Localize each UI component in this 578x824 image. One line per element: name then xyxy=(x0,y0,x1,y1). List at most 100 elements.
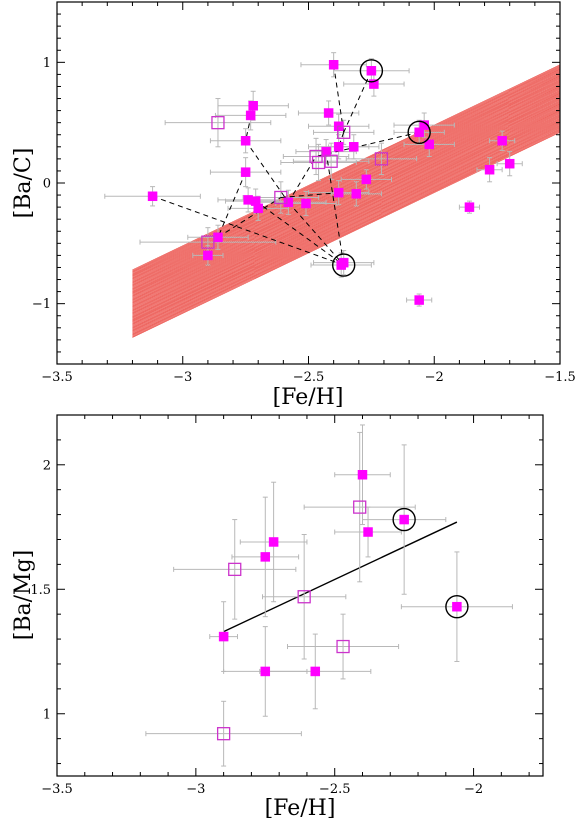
y-tick-label: 1 xyxy=(43,707,51,722)
highlight-circle xyxy=(332,253,356,277)
x-tick-label: −1.5 xyxy=(544,370,576,385)
band-hatch-line xyxy=(132,67,560,274)
data-point-filled xyxy=(336,260,346,270)
panel-ba-c: −3.5 −3 −2.5 −2 −1.5 −1 0 1 [Fe/H] [Ba/C] xyxy=(11,1,576,410)
dashed-connection xyxy=(217,171,247,238)
dashed-connection xyxy=(245,140,289,203)
band-hatch-line xyxy=(132,130,560,336)
data-point-filled xyxy=(301,198,311,209)
dashed-connection xyxy=(333,64,345,133)
band-hatch-line xyxy=(132,117,560,324)
band-hatch-line xyxy=(132,65,560,272)
band-hatch-line xyxy=(132,107,560,314)
plot-area-top xyxy=(104,52,560,338)
data-point-filled xyxy=(419,120,429,130)
band-hatch-line xyxy=(132,111,560,318)
band-hatch-line xyxy=(132,103,560,309)
x-tick-label: −3 xyxy=(173,370,192,385)
band-hatch-line xyxy=(132,116,560,323)
highlight-circle xyxy=(407,120,431,145)
data-point-filled xyxy=(203,250,213,261)
data-point-filled xyxy=(414,127,424,138)
panel-ba-mg: −3.5 −3 −2.5 −2 1 1.5 2 [Fe/H] [Ba/Mg] xyxy=(11,414,544,821)
data-point-filled xyxy=(333,142,344,152)
data-point-filled xyxy=(260,666,271,677)
data-point-filled xyxy=(349,142,359,152)
band-hatch-line xyxy=(132,98,560,304)
band-hatch-line xyxy=(132,96,560,303)
band-hatch-line xyxy=(132,100,560,306)
x-tick-label: −2 xyxy=(464,782,483,797)
band-hatch-line xyxy=(132,101,560,307)
data-point-filled xyxy=(248,101,258,111)
y-tick-label: 0 xyxy=(43,177,51,192)
band-hatch-line xyxy=(132,77,560,284)
band-hatch-line xyxy=(132,126,560,332)
x-tick-label: −2.5 xyxy=(319,782,351,797)
band-hatch-line xyxy=(132,129,560,335)
band-hatch-line xyxy=(132,105,560,312)
band-hatch-line xyxy=(132,72,560,278)
band-hatch-line xyxy=(132,69,560,275)
data-point-open xyxy=(311,155,326,170)
data-point-open xyxy=(337,125,351,139)
data-point-open xyxy=(374,152,389,166)
dashed-connection xyxy=(325,151,345,266)
band-hatch-line xyxy=(132,128,560,334)
band-hatch-line xyxy=(132,74,560,280)
band-hatch-line xyxy=(132,120,560,327)
band-hatch-line xyxy=(132,108,560,315)
band-hatch-line xyxy=(132,71,560,277)
data-point-filled xyxy=(240,167,251,177)
y-tick-label: 1.5 xyxy=(30,583,51,598)
x-tick-label: −3 xyxy=(186,782,205,797)
data-point-filled xyxy=(260,552,271,562)
dashed-connection xyxy=(152,195,344,266)
ticks-bottom: −3.5 −3 −2.5 −2 1 1.5 2 xyxy=(30,414,543,797)
band-hatch-line xyxy=(132,94,560,301)
band-hatch-line xyxy=(132,73,560,279)
x-tick-label: −3.5 xyxy=(41,370,73,385)
data-point-open xyxy=(297,590,311,604)
data-point-filled xyxy=(328,59,339,70)
data-point-filled xyxy=(361,174,372,185)
data-point-filled xyxy=(497,136,507,146)
band-hatch-line xyxy=(132,122,560,329)
data-point-filled xyxy=(268,537,279,547)
band-hatch-line xyxy=(132,124,560,331)
band-hatch-line xyxy=(132,113,560,320)
data-point-filled xyxy=(240,136,251,146)
y-axis-label-bottom: [Ba/Mg] xyxy=(11,550,36,640)
y-tick-label: 1 xyxy=(43,56,51,71)
x-tick-label: −2.5 xyxy=(293,370,325,385)
band-hatch-line xyxy=(132,123,560,330)
y-tick-label: −1 xyxy=(32,297,51,312)
data-point-filled xyxy=(283,197,294,208)
plot-area-bottom xyxy=(145,424,513,767)
dashed-connection xyxy=(288,201,345,266)
data-point-filled xyxy=(363,527,373,537)
band-hatch-line xyxy=(132,78,560,285)
dashed-connection xyxy=(343,70,372,133)
plot-frame-bottom xyxy=(56,414,544,777)
data-point-filled xyxy=(452,601,462,612)
band-hatch-line xyxy=(132,110,560,317)
data-point-filled xyxy=(366,66,377,76)
band-hatch-line xyxy=(132,70,560,276)
band-hatch-line xyxy=(132,127,560,333)
data-point-filled xyxy=(351,189,362,199)
band-hatch-line xyxy=(132,121,560,328)
data-point-filled xyxy=(245,110,256,121)
band-hatch-line xyxy=(132,95,560,302)
band-hatch-line xyxy=(132,102,560,308)
data-point-filled xyxy=(369,79,379,89)
highlight-circle xyxy=(445,595,469,619)
dashed-connection xyxy=(217,197,282,238)
x-tick-label: −3.5 xyxy=(41,782,73,797)
x-axis-label-top: [Fe/H] xyxy=(273,385,344,410)
data-point-filled xyxy=(333,187,344,198)
y-tick-label: 2 xyxy=(43,458,51,473)
data-point-open xyxy=(211,116,225,130)
x-axis-label-bottom: [Fe/H] xyxy=(265,796,336,821)
